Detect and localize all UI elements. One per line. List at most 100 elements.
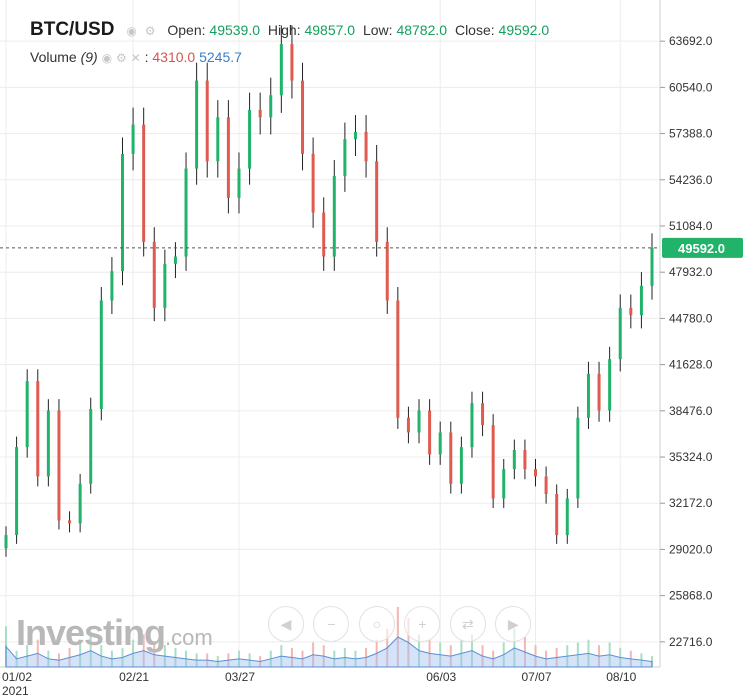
x-tick-label: 02/21 — [119, 670, 149, 684]
candle-down — [142, 124, 146, 242]
candle-up — [332, 175, 336, 257]
candle-down — [406, 417, 410, 433]
y-tick-label: 29020.0 — [669, 542, 713, 556]
candle-up — [459, 447, 463, 484]
close-value: 49592.0 — [498, 22, 550, 38]
candle-down — [523, 450, 527, 470]
candle-up — [343, 139, 347, 176]
gear-icon[interactable]: ⚙ — [144, 24, 156, 38]
volume-separator: : — [144, 49, 149, 65]
candle-up — [110, 271, 114, 301]
candle-up — [237, 168, 241, 198]
candle-down — [364, 131, 368, 162]
open-value: 49539.0 — [209, 22, 261, 38]
candle-up — [25, 381, 29, 448]
candle-down — [205, 80, 209, 162]
candle-up — [576, 417, 580, 499]
zoom-in-icon[interactable]: + — [404, 606, 441, 642]
scroll-right-icon[interactable]: ▶ — [495, 606, 532, 642]
investing-logo: Investing.com — [16, 612, 213, 653]
candle-down — [449, 432, 453, 484]
candle-up — [353, 131, 357, 140]
candle-up — [470, 403, 474, 448]
candle-up — [4, 535, 8, 549]
low-value: 48782.0 — [396, 22, 448, 38]
y-tick-label: 41628.0 — [669, 358, 713, 372]
candle-up — [512, 450, 516, 470]
x-tick-label: 01/02 — [2, 670, 32, 684]
candle-up — [163, 263, 167, 308]
candle-up — [608, 359, 612, 411]
candle-up — [279, 43, 283, 96]
candle-up — [195, 80, 199, 169]
candle-up — [248, 109, 252, 169]
volume-period: (9) — [80, 49, 98, 65]
candle-down — [555, 494, 559, 536]
candle-up — [173, 256, 177, 264]
candle-up — [131, 124, 135, 154]
fit-icon[interactable]: ⇄ — [449, 606, 486, 642]
y-tick-label: 38476.0 — [669, 404, 713, 418]
chart-toolbar: ◀ − ○ + ⇄ ▶ — [268, 606, 536, 642]
candle-down — [226, 117, 230, 198]
current-price-tag — [662, 237, 743, 258]
volume-ma-area — [5, 636, 653, 668]
candle-up — [586, 373, 590, 418]
candle-down — [385, 241, 389, 301]
candle-down — [534, 469, 538, 477]
close-label: Close: — [454, 22, 495, 38]
candle-up — [502, 469, 506, 499]
candle-up — [216, 117, 220, 162]
x-tick-label: 06/03 — [426, 670, 456, 684]
x-tick-label: 07/07 — [522, 670, 552, 684]
candle-down — [57, 410, 61, 521]
candle-down — [258, 109, 262, 118]
y-tick-label: 32172.0 — [669, 496, 713, 510]
x-tick-label: 08/10 — [606, 670, 636, 684]
candle-up — [639, 285, 643, 316]
candle-up — [650, 247, 654, 286]
candle-up — [89, 408, 93, 484]
candle-up — [15, 447, 19, 536]
scroll-left-icon[interactable]: ◀ — [268, 606, 304, 642]
current-price-label: 49592.0 — [678, 241, 725, 256]
eye-icon[interactable]: ◉ — [101, 51, 113, 65]
candle-down — [68, 520, 72, 524]
symbol-title[interactable]: BTC/USD — [30, 19, 115, 40]
candle-down — [375, 161, 379, 242]
y-tick-label: 57388.0 — [669, 127, 713, 141]
candle-down — [301, 80, 305, 154]
candle-up — [417, 410, 421, 433]
zoom-out-icon[interactable]: − — [313, 606, 350, 642]
candle-up — [565, 498, 569, 536]
candle-up — [78, 483, 82, 524]
volume-legend: Volume (9) ◉ ⚙ ✕ : 4310.0 5245.7 — [30, 49, 242, 65]
candle-down — [396, 300, 400, 418]
candle-up — [184, 168, 188, 257]
open-label: Open: — [167, 22, 206, 38]
candle-down — [36, 381, 40, 477]
zoom-reset-icon[interactable]: ○ — [358, 606, 395, 642]
gear-icon[interactable]: ⚙ — [115, 51, 127, 65]
candle-down — [311, 153, 315, 213]
y-tick-label: 51084.0 — [669, 219, 713, 233]
candle-up — [618, 307, 622, 360]
candle-down — [481, 403, 485, 426]
volume-ma-value: 5245.7 — [199, 49, 242, 65]
candle-up — [120, 153, 124, 272]
y-tick-label: 35324.0 — [669, 450, 713, 464]
y-tick-label: 47932.0 — [669, 265, 713, 279]
candle-down — [290, 43, 294, 81]
volume-label[interactable]: Volume — [30, 49, 77, 65]
x-tick-label: 03/27 — [225, 670, 255, 684]
y-tick-label: 60540.0 — [669, 80, 713, 94]
high-value: 49857.0 — [304, 22, 356, 38]
candle-down — [597, 373, 601, 411]
candle-down — [491, 425, 495, 499]
close-icon[interactable]: ✕ — [130, 51, 141, 65]
eye-icon[interactable]: ◉ — [126, 24, 137, 38]
candle-down — [629, 307, 633, 316]
candle-up — [99, 300, 103, 409]
high-label: High: — [267, 22, 301, 38]
